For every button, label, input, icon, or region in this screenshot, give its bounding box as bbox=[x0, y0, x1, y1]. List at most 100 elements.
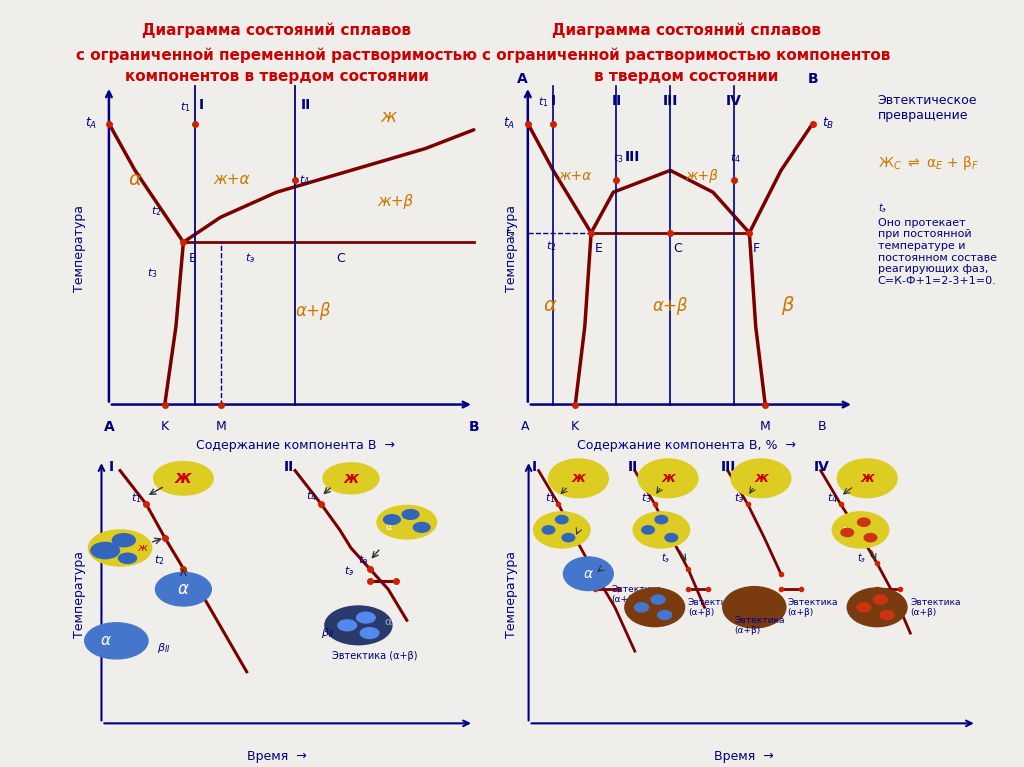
Text: M: M bbox=[760, 420, 771, 433]
Ellipse shape bbox=[549, 459, 608, 498]
Text: в твердом состоянии: в твердом состоянии bbox=[594, 69, 778, 84]
Text: $t_2$: $t_2$ bbox=[154, 554, 164, 568]
Text: I: I bbox=[199, 98, 204, 112]
Ellipse shape bbox=[633, 512, 689, 548]
Text: $t_э$: $t_э$ bbox=[857, 551, 866, 565]
Text: K: K bbox=[571, 420, 580, 433]
Text: B: B bbox=[807, 72, 818, 86]
Text: Эвтектика
(α+β): Эвтектика (α+β) bbox=[787, 597, 838, 617]
Text: $t_3$: $t_3$ bbox=[146, 266, 158, 280]
Text: ж: ж bbox=[860, 472, 874, 486]
Text: $t_3$: $t_3$ bbox=[172, 590, 183, 604]
Text: Эвтектика
(α+β): Эвтектика (α+β) bbox=[688, 597, 738, 617]
Text: F: F bbox=[753, 242, 760, 255]
Text: ж: ж bbox=[571, 472, 586, 486]
Ellipse shape bbox=[657, 611, 672, 620]
Text: ж+α: ж+α bbox=[214, 173, 250, 187]
Text: ж: ж bbox=[662, 472, 675, 486]
Ellipse shape bbox=[323, 463, 379, 494]
Text: III: III bbox=[663, 94, 678, 108]
Text: Температура: Температура bbox=[506, 205, 518, 292]
Text: $t_э$: $t_э$ bbox=[878, 201, 887, 215]
Ellipse shape bbox=[642, 526, 654, 534]
Text: $t_э$: $t_э$ bbox=[662, 551, 671, 565]
Ellipse shape bbox=[655, 515, 668, 524]
Text: B: B bbox=[469, 420, 479, 434]
Ellipse shape bbox=[731, 459, 791, 498]
Text: $t_A$: $t_A$ bbox=[85, 116, 97, 131]
Text: ж: ж bbox=[754, 472, 768, 486]
Text: $t_3$: $t_3$ bbox=[641, 492, 652, 505]
Text: $t_B$: $t_B$ bbox=[822, 116, 835, 131]
Text: $t_4$: $t_4$ bbox=[827, 492, 839, 505]
Text: IV: IV bbox=[726, 94, 741, 108]
Text: α: α bbox=[384, 617, 392, 627]
Text: $t_1$: $t_1$ bbox=[131, 492, 142, 505]
Text: α: α bbox=[584, 567, 593, 581]
Text: ж+α: ж+α bbox=[559, 169, 592, 183]
Ellipse shape bbox=[880, 611, 894, 620]
Ellipse shape bbox=[857, 603, 870, 612]
Text: $t_1$: $t_1$ bbox=[539, 95, 549, 109]
Text: C: C bbox=[336, 252, 345, 265]
Ellipse shape bbox=[85, 623, 148, 659]
Text: α: α bbox=[385, 522, 391, 532]
Text: Эвтектика (α+β): Эвтектика (α+β) bbox=[333, 651, 418, 661]
Text: III: III bbox=[721, 459, 736, 473]
Text: II: II bbox=[628, 459, 638, 473]
Text: Диаграмма состояний сплавов: Диаграмма состояний сплавов bbox=[552, 22, 820, 38]
Text: I: I bbox=[109, 459, 114, 473]
Ellipse shape bbox=[113, 534, 135, 547]
Ellipse shape bbox=[847, 588, 907, 627]
Text: $t_A$: $t_A$ bbox=[503, 116, 515, 131]
Text: α: α bbox=[542, 525, 549, 535]
Text: Температура: Температура bbox=[73, 551, 86, 638]
Text: ж: ж bbox=[137, 543, 147, 553]
Text: Время  →: Время → bbox=[247, 750, 306, 763]
Ellipse shape bbox=[534, 512, 590, 548]
Text: A: A bbox=[517, 72, 527, 86]
Text: β: β bbox=[841, 527, 847, 537]
Text: $t_1$: $t_1$ bbox=[545, 492, 556, 505]
Text: ж: ж bbox=[343, 471, 358, 486]
Text: $t_1$: $t_1$ bbox=[180, 100, 190, 114]
Ellipse shape bbox=[119, 553, 136, 564]
Text: II: II bbox=[284, 459, 294, 473]
Text: α: α bbox=[129, 170, 141, 189]
Ellipse shape bbox=[377, 505, 436, 539]
Ellipse shape bbox=[356, 612, 375, 623]
Text: Температура: Температура bbox=[506, 551, 518, 638]
Text: компонентов в твердом состоянии: компонентов в твердом состоянии bbox=[125, 69, 428, 84]
Text: Эвтектика
(α+β): Эвтектика (α+β) bbox=[611, 584, 663, 604]
Ellipse shape bbox=[91, 542, 120, 558]
Text: α+β: α+β bbox=[296, 302, 332, 320]
Ellipse shape bbox=[156, 572, 211, 606]
Text: $t_э$: $t_э$ bbox=[847, 517, 857, 531]
Ellipse shape bbox=[833, 512, 889, 548]
Ellipse shape bbox=[338, 620, 356, 630]
Text: с ограниченной переменной растворимостью: с ограниченной переменной растворимостью bbox=[76, 47, 477, 63]
Ellipse shape bbox=[651, 595, 665, 604]
Text: II: II bbox=[301, 98, 311, 112]
Ellipse shape bbox=[873, 595, 888, 604]
Text: C: C bbox=[674, 242, 682, 255]
Text: III: III bbox=[625, 150, 640, 164]
Text: Эвтектика
(α+β): Эвтектика (α+β) bbox=[734, 616, 784, 635]
Text: $t_э$: $t_э$ bbox=[358, 554, 369, 568]
Text: A: A bbox=[103, 420, 115, 434]
Ellipse shape bbox=[665, 534, 678, 542]
Ellipse shape bbox=[325, 606, 392, 645]
Text: $t_4$: $t_4$ bbox=[730, 151, 741, 165]
Text: A: A bbox=[520, 420, 529, 433]
Text: $β_{II}$: $β_{II}$ bbox=[158, 641, 171, 655]
Text: Содержание компонента В, %  →: Содержание компонента В, % → bbox=[577, 439, 796, 452]
Text: ж: ж bbox=[380, 108, 396, 127]
Ellipse shape bbox=[154, 462, 213, 495]
Text: ж+β: ж+β bbox=[685, 169, 719, 183]
Ellipse shape bbox=[402, 509, 419, 519]
Text: α: α bbox=[105, 545, 112, 555]
Text: B: B bbox=[818, 420, 826, 433]
Text: $t_4$: $t_4$ bbox=[306, 489, 317, 502]
Ellipse shape bbox=[563, 557, 613, 591]
Text: Эвтектика
(α+β): Эвтектика (α+β) bbox=[910, 597, 961, 617]
